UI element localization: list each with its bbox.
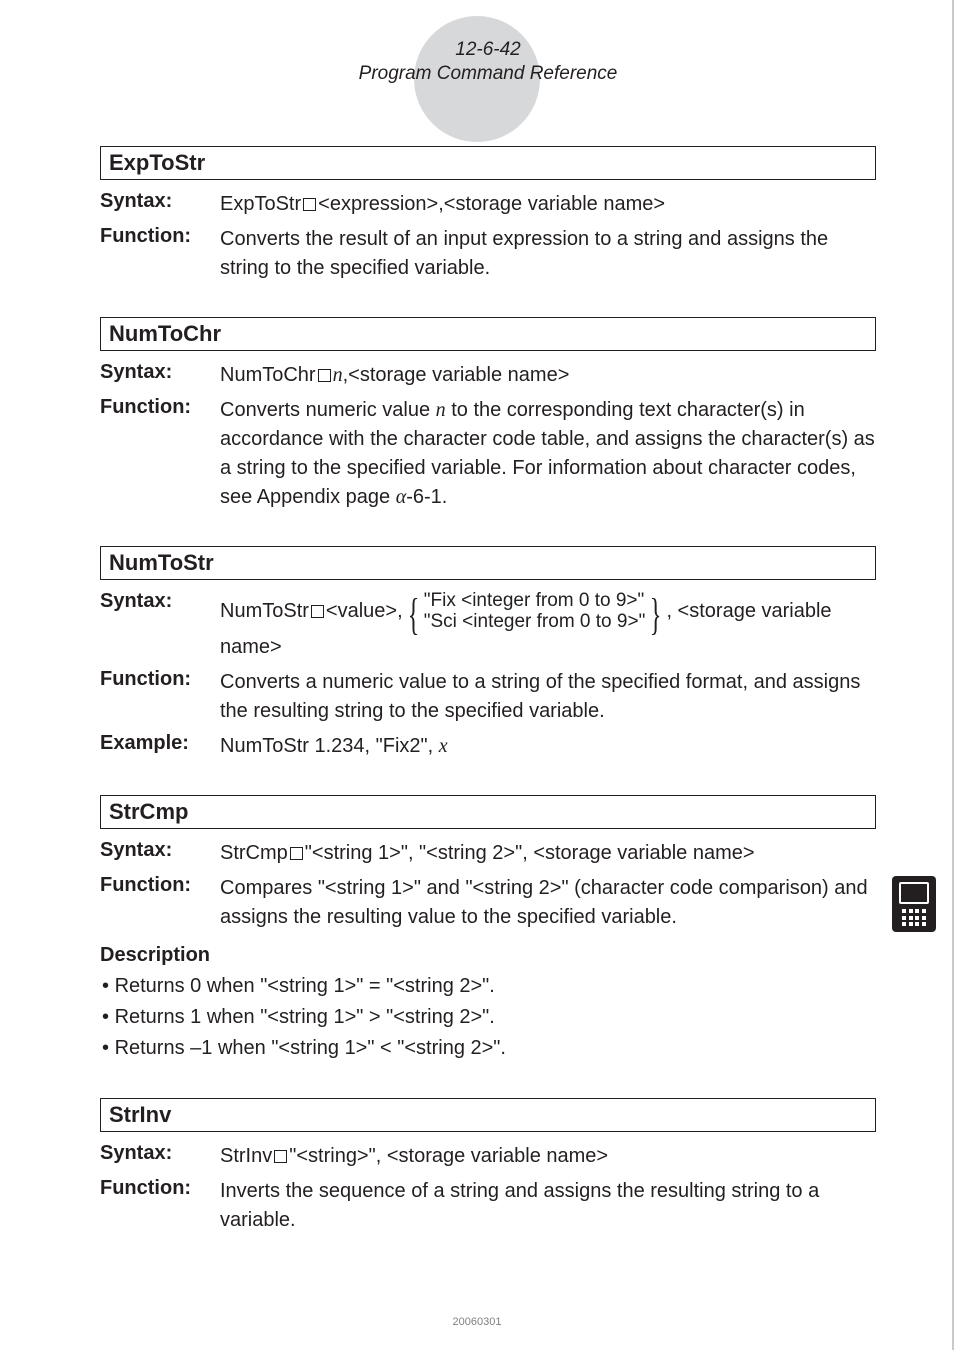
header-title: Program Command Reference xyxy=(100,62,876,86)
example-value: NumToStr 1.234, "Fix2", x xyxy=(220,732,876,761)
cmd-title: StrInv xyxy=(100,1098,876,1132)
footer-date: 20060301 xyxy=(0,1316,954,1328)
function-value: Compares "<string 1>" and "<string 2>" (… xyxy=(220,874,876,932)
function-value: Inverts the sequence of a string and ass… xyxy=(220,1177,876,1235)
bullet: Returns 0 when "<string 1>" = "<string 2… xyxy=(102,971,876,1002)
syntax-label: Syntax: xyxy=(100,190,220,219)
calculator-icon xyxy=(892,876,936,932)
header-pagenum: 12-6-42 xyxy=(100,38,876,62)
syntax-value: NumToStr<value>,{"Fix <integer from 0 to… xyxy=(220,590,876,663)
cmd-title: NumToChr xyxy=(100,317,876,351)
function-label: Function: xyxy=(100,874,220,932)
page-header: 12-6-42 Program Command Reference xyxy=(100,38,876,86)
bullet: Returns 1 when "<string 1>" > "<string 2… xyxy=(102,1002,876,1033)
description-heading: Description xyxy=(100,944,876,967)
syntax-label: Syntax: xyxy=(100,839,220,868)
bullet: Returns –1 when "<string 1>" < "<string … xyxy=(102,1033,876,1064)
cmd-title: ExpToStr xyxy=(100,146,876,180)
function-value: Converts a numeric value to a string of … xyxy=(220,668,876,726)
cmd-title: NumToStr xyxy=(100,546,876,580)
syntax-value: StrInv"<string>", <storage variable name… xyxy=(220,1142,876,1171)
syntax-label: Syntax: xyxy=(100,361,220,390)
content: ExpToStr Syntax: ExpToStr<expression>,<s… xyxy=(100,146,876,1236)
example-label: Example: xyxy=(100,732,220,761)
function-label: Function: xyxy=(100,668,220,726)
syntax-label: Syntax: xyxy=(100,590,220,663)
function-label: Function: xyxy=(100,225,220,283)
description-bullets: Returns 0 when "<string 1>" = "<string 2… xyxy=(100,971,876,1064)
syntax-label: Syntax: xyxy=(100,1142,220,1171)
function-label: Function: xyxy=(100,396,220,512)
function-value: Converts numeric value n to the correspo… xyxy=(220,396,876,512)
syntax-value: NumToChrn,<storage variable name> xyxy=(220,361,876,390)
syntax-value: ExpToStr<expression>,<storage variable n… xyxy=(220,190,876,219)
function-value: Converts the result of an input expressi… xyxy=(220,225,876,283)
cmd-title: StrCmp xyxy=(100,795,876,829)
syntax-value: StrCmp"<string 1>", "<string 2>", <stora… xyxy=(220,839,876,868)
function-label: Function: xyxy=(100,1177,220,1235)
